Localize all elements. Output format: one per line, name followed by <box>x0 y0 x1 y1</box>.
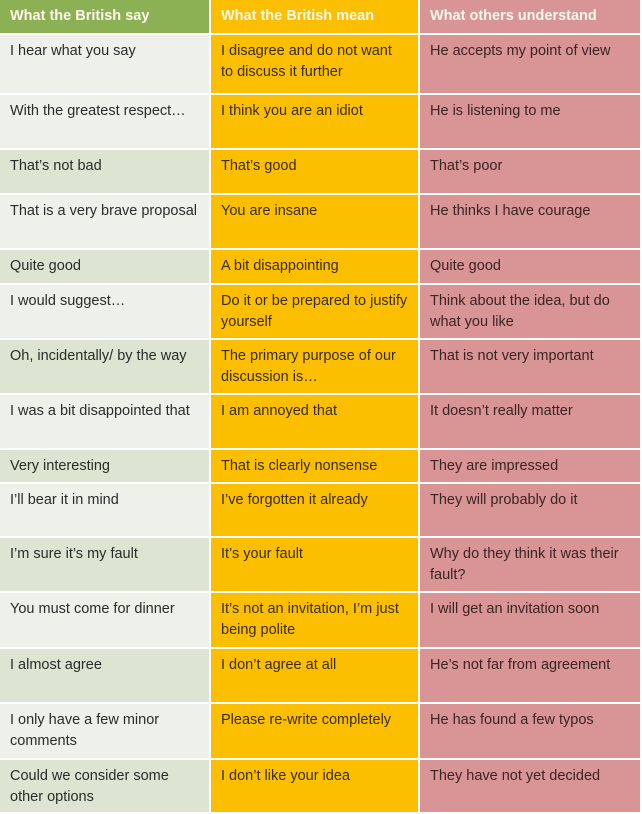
cell-understand: That is not very important <box>420 340 640 393</box>
cell-mean: You are insane <box>211 195 418 248</box>
cell-mean: I am annoyed that <box>211 395 418 448</box>
cell-understand: They will probably do it <box>420 484 640 536</box>
cell-understand: He thinks I have courage <box>420 195 640 248</box>
cell-mean: I think you are an idiot <box>211 95 418 148</box>
cell-understand: It doesn’t really matter <box>420 395 640 448</box>
cell-mean: I don’t agree at all <box>211 649 418 702</box>
cell-say: Very interesting <box>0 450 209 482</box>
cell-say: Oh, incidentally/ by the way <box>0 340 209 393</box>
table-row: I only have a few minor comments Please … <box>0 704 642 758</box>
table-row: I would suggest… Do it or be prepared to… <box>0 285 642 338</box>
cell-understand: He’s not far from agreement <box>420 649 640 702</box>
header-row: What the British say What the British me… <box>0 0 642 33</box>
table-row: Very interesting That is clearly nonsens… <box>0 450 642 482</box>
cell-understand: That’s poor <box>420 150 640 193</box>
cell-say: I’m sure it’s my fault <box>0 538 209 591</box>
cell-mean: I disagree and do not want to discuss it… <box>211 35 418 93</box>
cell-say: I’ll bear it in mind <box>0 484 209 536</box>
cell-say: Quite good <box>0 250 209 283</box>
cell-understand: I will get an invitation soon <box>420 593 640 647</box>
cell-mean: That is clearly nonsense <box>211 450 418 482</box>
table-row: That is a very brave proposal You are in… <box>0 195 642 248</box>
table-row: Could we consider some other options I d… <box>0 760 642 812</box>
cell-say: I would suggest… <box>0 285 209 338</box>
table-row: Quite good A bit disappointing Quite goo… <box>0 250 642 283</box>
cell-understand: Why do they think it was their fault? <box>420 538 640 591</box>
cell-mean: It’s not an invitation, I’m just being p… <box>211 593 418 647</box>
cell-understand: Think about the idea, but do what you li… <box>420 285 640 338</box>
header-say: What the British say <box>0 0 209 33</box>
table-row: I’m sure it’s my fault It’s your fault W… <box>0 538 642 591</box>
header-mean: What the British mean <box>211 0 418 33</box>
cell-understand: They are impressed <box>420 450 640 482</box>
cell-say: I was a bit disappointed that <box>0 395 209 448</box>
cell-say: I hear what you say <box>0 35 209 93</box>
cell-understand: He has found a few typos <box>420 704 640 758</box>
cell-mean: I’ve forgotten it already <box>211 484 418 536</box>
cell-mean: It’s your fault <box>211 538 418 591</box>
cell-mean: The primary purpose of our discussion is… <box>211 340 418 393</box>
header-understand: What others understand <box>420 0 640 33</box>
table-row: I was a bit disappointed that I am annoy… <box>0 395 642 448</box>
table-row: That’s not bad That’s good That’s poor <box>0 150 642 193</box>
cell-say: That’s not bad <box>0 150 209 193</box>
cell-say: I only have a few minor comments <box>0 704 209 758</box>
cell-say: I almost agree <box>0 649 209 702</box>
table-row: With the greatest respect… I think you a… <box>0 95 642 148</box>
cell-say: With the greatest respect… <box>0 95 209 148</box>
cell-mean: A bit disappointing <box>211 250 418 283</box>
cell-mean: I don’t like your idea <box>211 760 418 812</box>
table-row: You must come for dinner It’s not an inv… <box>0 593 642 647</box>
cell-mean: Do it or be prepared to justify yourself <box>211 285 418 338</box>
cell-say: Could we consider some other options <box>0 760 209 812</box>
cell-understand: He is listening to me <box>420 95 640 148</box>
cell-understand: He accepts my point of view <box>420 35 640 93</box>
cell-mean: That’s good <box>211 150 418 193</box>
cell-understand: Quite good <box>420 250 640 283</box>
cell-say: That is a very brave proposal <box>0 195 209 248</box>
table-row: Oh, incidentally/ by the way The primary… <box>0 340 642 393</box>
table-row: I almost agree I don’t agree at all He’s… <box>0 649 642 702</box>
table-row: I hear what you say I disagree and do no… <box>0 35 642 93</box>
cell-say: You must come for dinner <box>0 593 209 647</box>
cell-understand: They have not yet decided <box>420 760 640 812</box>
cell-mean: Please re-write completely <box>211 704 418 758</box>
table-row: I’ll bear it in mind I’ve forgotten it a… <box>0 484 642 536</box>
